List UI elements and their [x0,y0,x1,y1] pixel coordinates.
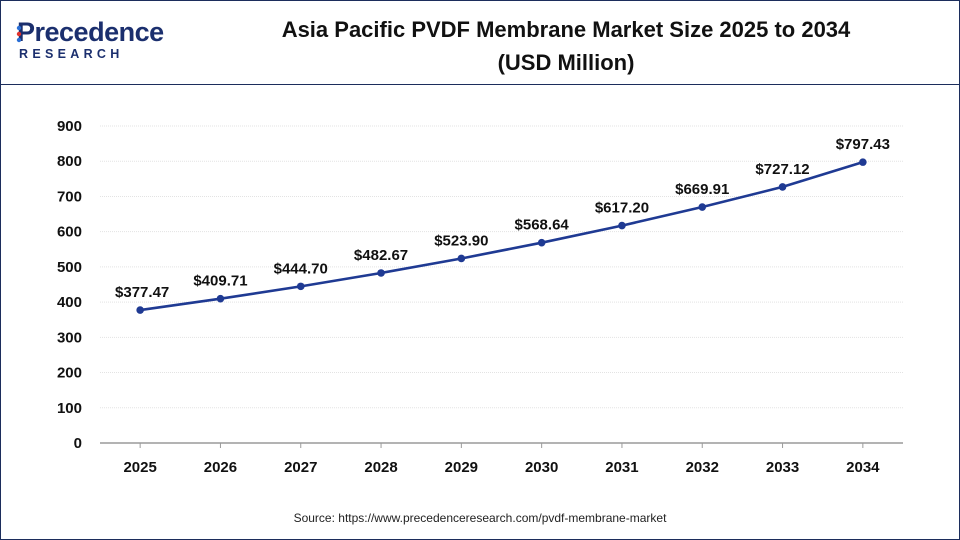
x-tick-label: 2031 [605,459,638,476]
logo-initial: P [17,17,35,47]
y-tick-label: 100 [57,400,82,417]
y-tick-label: 700 [57,188,82,205]
x-tick-label: 2030 [525,459,558,476]
chart-title-line-1: Asia Pacific PVDF Membrane Market Size 2… [281,17,851,42]
data-point [859,158,867,166]
y-tick-label: 800 [57,153,82,170]
data-point [457,254,466,263]
logo-dots-icon [16,25,22,43]
data-point [136,306,144,314]
data-point [296,282,305,291]
data-point [537,238,546,247]
data-label: $727.12 [755,161,809,178]
series-layer [136,158,867,314]
x-tick-label: 2026 [204,459,237,476]
data-point [377,269,385,277]
header: Precedence RESEARCH Asia Pacific PVDF Me… [1,1,959,85]
data-label: $523.90 [434,232,488,249]
y-tick-label: 0 [74,435,82,452]
y-tick-label: 300 [57,329,82,346]
data-label: $377.47 [115,284,169,301]
x-tick-label: 2028 [364,459,397,476]
data-labels: $377.47 $409.71 $444.70 $482.67 $523.90 $568.… [115,136,890,301]
data-point [618,221,626,230]
data-label: $568.64 [515,217,570,234]
x-tick-label: 2034 [846,459,880,476]
y-tick-label: 900 [57,118,82,135]
x-tick-label: 2032 [686,459,719,476]
data-label: $669.91 [675,181,729,198]
y-tick-label: 400 [57,294,82,311]
data-label: $617.20 [595,200,649,217]
x-axis: 2025 2026 2027 2028 2029 2030 2031 2032 2033 2034 [100,442,903,476]
logo-word: recedence [34,17,165,47]
series-line [139,160,864,312]
data-label: $482.67 [354,247,408,264]
chart-title-line-2: (USD Million) [497,50,635,75]
x-tick-label: 2025 [123,459,156,476]
logo-subtitle: RESEARCH [19,47,124,61]
y-tick-label: 600 [57,224,82,241]
logo-wordmark: Precedence [17,17,164,47]
y-tick-label: 200 [57,365,82,382]
x-tick-label: 2027 [284,459,317,476]
chart-title: Asia Pacific PVDF Membrane Market Size 2… [211,13,921,79]
x-tick-label: 2033 [766,459,799,476]
data-point [698,203,707,211]
data-label: $797.43 [836,136,890,153]
brand-logo: Precedence RESEARCH [16,17,167,67]
y-tick-label: 500 [57,259,82,276]
data-label: $444.70 [274,260,328,277]
data-point [216,294,225,303]
x-tick-label: 2029 [445,459,478,476]
data-point [778,183,787,191]
y-axis: 0 100 200 300 400 500 600 700 800 900 [57,118,82,452]
source-note: Source: https://www.precedenceresearch.c… [293,511,667,525]
data-label: $409.71 [193,273,247,290]
